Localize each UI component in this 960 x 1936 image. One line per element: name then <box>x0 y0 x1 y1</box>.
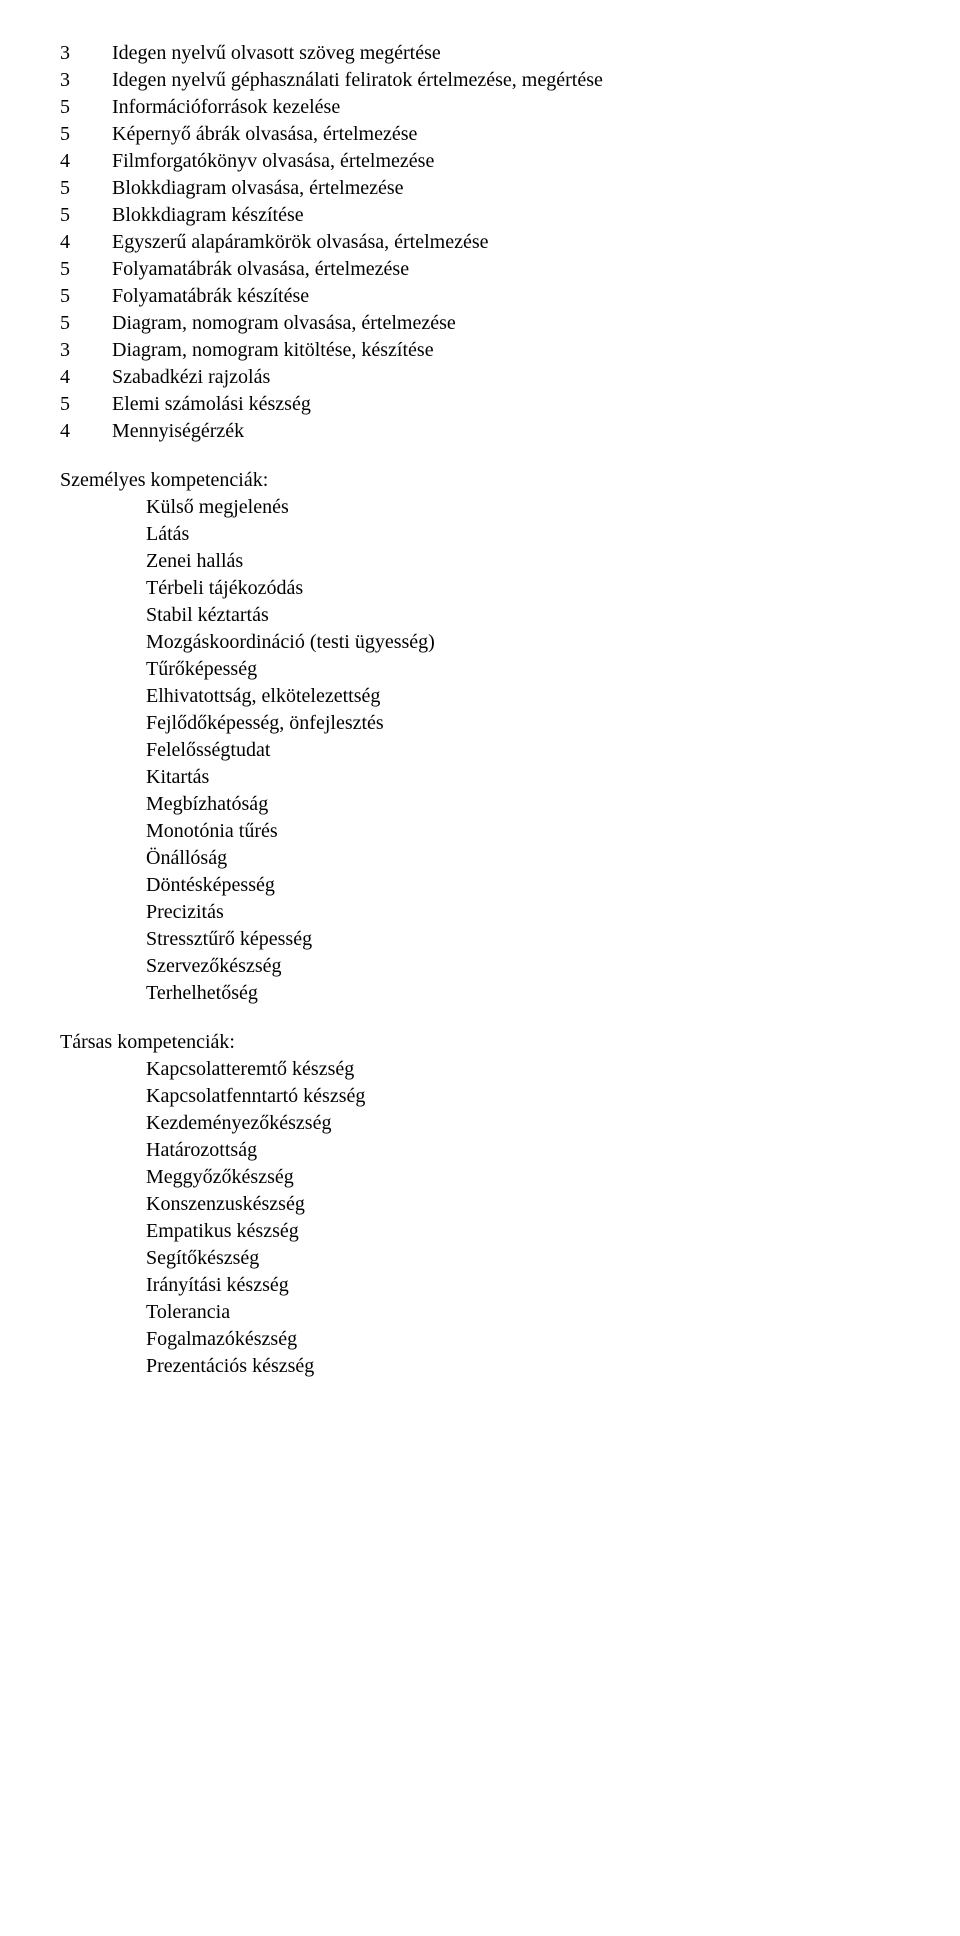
row-number: 4 <box>60 229 112 256</box>
numbered-row: 4Szabadkézi rajzolás <box>60 364 900 391</box>
numbered-row: 5Blokkdiagram készítése <box>60 202 900 229</box>
list-item: Térbeli tájékozódás <box>146 575 900 602</box>
row-text: Mennyiségérzék <box>112 418 900 445</box>
numbered-row: 4Mennyiségérzék <box>60 418 900 445</box>
row-text: Blokkdiagram olvasása, értelmezése <box>112 175 900 202</box>
numbered-competency-list: 3Idegen nyelvű olvasott szöveg megértése… <box>60 40 900 445</box>
row-number: 5 <box>60 283 112 310</box>
row-text: Képernyő ábrák olvasása, értelmezése <box>112 121 900 148</box>
row-number: 3 <box>60 40 112 67</box>
list-item: Fejlődőképesség, önfejlesztés <box>146 710 900 737</box>
numbered-row: 4Egyszerű alapáramkörök olvasása, értelm… <box>60 229 900 256</box>
row-number: 5 <box>60 121 112 148</box>
row-number: 3 <box>60 67 112 94</box>
numbered-row: 5Folyamatábrák készítése <box>60 283 900 310</box>
list-item: Szervezőkészség <box>146 953 900 980</box>
numbered-row: 3Idegen nyelvű olvasott szöveg megértése <box>60 40 900 67</box>
numbered-row: 5Blokkdiagram olvasása, értelmezése <box>60 175 900 202</box>
list-item: Mozgáskoordináció (testi ügyesség) <box>146 629 900 656</box>
list-item: Tolerancia <box>146 1299 900 1326</box>
list-item: Felelősségtudat <box>146 737 900 764</box>
numbered-row: 3Idegen nyelvű géphasználati feliratok é… <box>60 67 900 94</box>
list-item: Empatikus készség <box>146 1218 900 1245</box>
row-number: 4 <box>60 418 112 445</box>
list-item: Elhivatottság, elkötelezettség <box>146 683 900 710</box>
list-item: Látás <box>146 521 900 548</box>
list-item: Precizitás <box>146 899 900 926</box>
list-item: Stressztűrő képesség <box>146 926 900 953</box>
row-text: Idegen nyelvű olvasott szöveg megértése <box>112 40 900 67</box>
row-number: 5 <box>60 94 112 121</box>
row-text: Szabadkézi rajzolás <box>112 364 900 391</box>
numbered-row: 5Folyamatábrák olvasása, értelmezése <box>60 256 900 283</box>
row-text: Folyamatábrák olvasása, értelmezése <box>112 256 900 283</box>
list-item: Segítőkészség <box>146 1245 900 1272</box>
numbered-row: 5Diagram, nomogram olvasása, értelmezése <box>60 310 900 337</box>
row-number: 5 <box>60 391 112 418</box>
row-number: 5 <box>60 202 112 229</box>
numbered-row: 5Elemi számolási készség <box>60 391 900 418</box>
list-item: Tűrőképesség <box>146 656 900 683</box>
list-item: Kezdeményezőkészség <box>146 1110 900 1137</box>
numbered-row: 3Diagram, nomogram kitöltése, készítése <box>60 337 900 364</box>
list-item: Megbízhatóság <box>146 791 900 818</box>
list-item: Irányítási készség <box>146 1272 900 1299</box>
row-text: Információforrások kezelése <box>112 94 900 121</box>
row-text: Blokkdiagram készítése <box>112 202 900 229</box>
list-item: Meggyőzőkészség <box>146 1164 900 1191</box>
numbered-row: 5Információforrások kezelése <box>60 94 900 121</box>
list-item: Döntésképesség <box>146 872 900 899</box>
social-competencies-list: Kapcsolatteremtő készségKapcsolatfenntar… <box>60 1056 900 1380</box>
row-text: Diagram, nomogram olvasása, értelmezése <box>112 310 900 337</box>
list-item: Konszenzuskészség <box>146 1191 900 1218</box>
list-item: Kapcsolatteremtő készség <box>146 1056 900 1083</box>
row-text: Folyamatábrák készítése <box>112 283 900 310</box>
numbered-row: 5Képernyő ábrák olvasása, értelmezése <box>60 121 900 148</box>
list-item: Stabil kéztartás <box>146 602 900 629</box>
row-number: 3 <box>60 337 112 364</box>
list-item: Külső megjelenés <box>146 494 900 521</box>
row-number: 5 <box>60 175 112 202</box>
row-text: Elemi számolási készség <box>112 391 900 418</box>
row-text: Filmforgatókönyv olvasása, értelmezése <box>112 148 900 175</box>
numbered-row: 4Filmforgatókönyv olvasása, értelmezése <box>60 148 900 175</box>
list-item: Kapcsolatfenntartó készség <box>146 1083 900 1110</box>
row-text: Egyszerű alapáramkörök olvasása, értelme… <box>112 229 900 256</box>
list-item: Kitartás <box>146 764 900 791</box>
personal-competencies-heading: Személyes kompetenciák: <box>60 467 900 494</box>
personal-competencies-list: Külső megjelenésLátásZenei hallásTérbeli… <box>60 494 900 1007</box>
row-number: 4 <box>60 148 112 175</box>
social-competencies-heading: Társas kompetenciák: <box>60 1029 900 1056</box>
row-number: 5 <box>60 256 112 283</box>
row-text: Idegen nyelvű géphasználati feliratok ér… <box>112 67 900 94</box>
list-item: Határozottság <box>146 1137 900 1164</box>
list-item: Önállóság <box>146 845 900 872</box>
list-item: Prezentációs készség <box>146 1353 900 1380</box>
row-number: 5 <box>60 310 112 337</box>
row-text: Diagram, nomogram kitöltése, készítése <box>112 337 900 364</box>
row-number: 4 <box>60 364 112 391</box>
list-item: Zenei hallás <box>146 548 900 575</box>
list-item: Terhelhetőség <box>146 980 900 1007</box>
list-item: Monotónia tűrés <box>146 818 900 845</box>
list-item: Fogalmazókészség <box>146 1326 900 1353</box>
